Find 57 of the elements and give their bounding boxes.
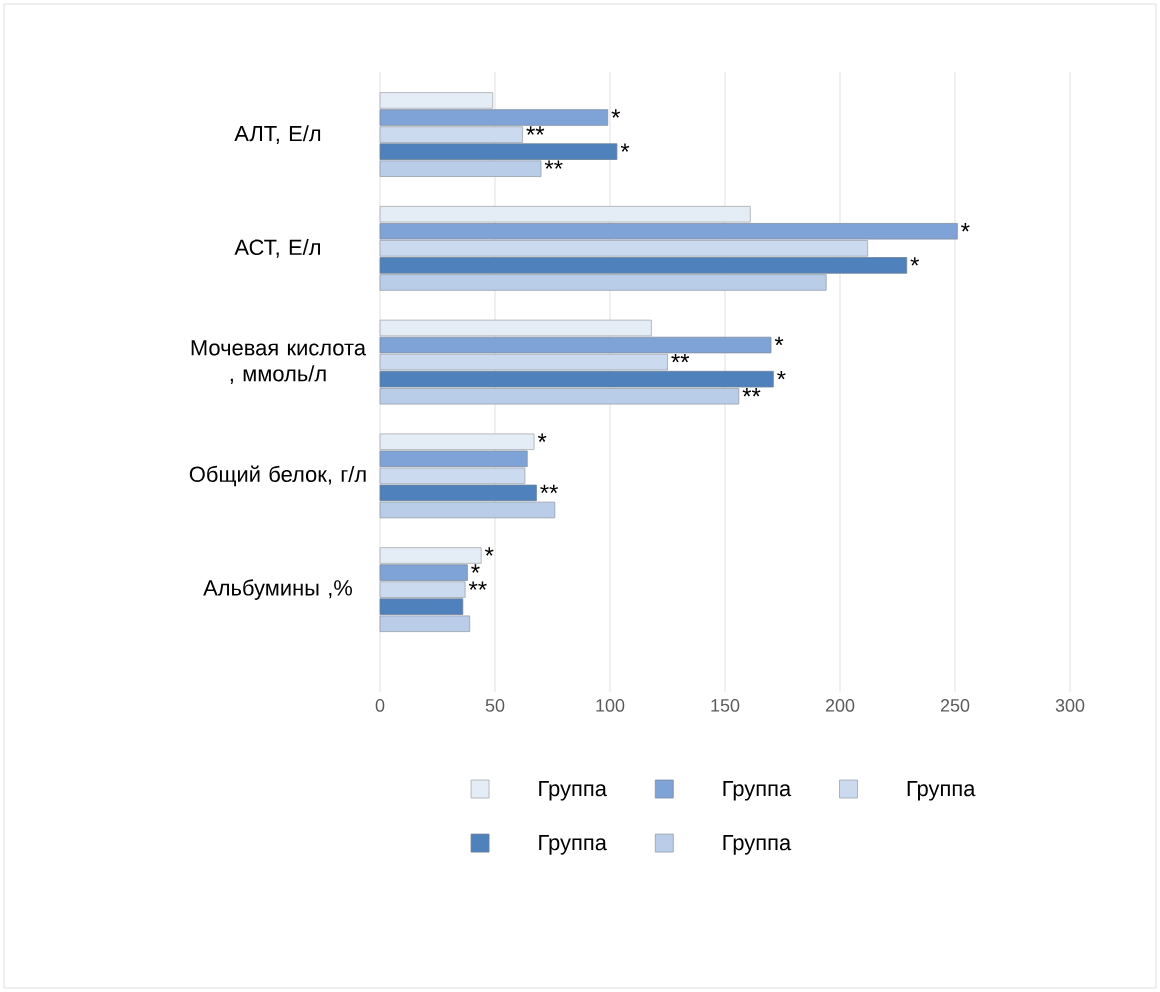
y-tick-label: АСТ, Е/л bbox=[234, 239, 320, 258]
bar bbox=[379, 387, 740, 405]
bar bbox=[379, 143, 618, 160]
bar bbox=[379, 370, 774, 388]
y-tick-label: Альбумины ,% bbox=[203, 579, 353, 600]
data-label: ** bbox=[540, 484, 559, 494]
legend-label: Группа bbox=[907, 780, 976, 801]
data-label: * bbox=[774, 336, 784, 346]
bar bbox=[379, 501, 556, 519]
bar bbox=[379, 450, 528, 468]
bar bbox=[379, 319, 652, 337]
x-tick-label: 100 bbox=[596, 699, 625, 712]
bar bbox=[379, 240, 869, 257]
bar bbox=[379, 160, 542, 177]
bar bbox=[379, 257, 908, 274]
data-label: ** bbox=[742, 388, 761, 397]
bar bbox=[379, 223, 958, 240]
bar bbox=[379, 564, 468, 581]
y-tick-label: Мочевая кислота , ммоль/л bbox=[191, 340, 367, 384]
bar bbox=[379, 126, 523, 143]
bar bbox=[379, 92, 494, 109]
data-label: ** bbox=[526, 126, 545, 135]
legend-label: Группа bbox=[539, 780, 607, 801]
bar bbox=[379, 467, 526, 485]
data-label: * bbox=[777, 370, 786, 380]
legend-label: Группа bbox=[723, 835, 792, 855]
data-label: * bbox=[910, 257, 920, 266]
x-tick-label: 250 bbox=[940, 699, 970, 712]
x-tick-label: 200 bbox=[825, 699, 855, 712]
bar bbox=[379, 547, 482, 564]
y-tick-label: АЛТ, Е/л bbox=[234, 125, 321, 144]
data-label: * bbox=[611, 109, 621, 118]
data-label: * bbox=[537, 433, 547, 442]
data-label: ** bbox=[544, 160, 563, 169]
data-label: * bbox=[471, 564, 480, 573]
bar bbox=[379, 109, 609, 126]
x-tick-label: 50 bbox=[485, 699, 505, 712]
x-tick-label: 0 bbox=[375, 699, 385, 712]
legend-label: Группа bbox=[723, 780, 792, 801]
y-tick-label: Общий белок, г/л bbox=[189, 465, 366, 487]
bar bbox=[379, 484, 537, 502]
data-label: * bbox=[484, 547, 494, 556]
bar bbox=[379, 274, 827, 291]
legend-label: Группа bbox=[539, 835, 607, 855]
data-label: ** bbox=[468, 581, 487, 590]
bar bbox=[379, 598, 464, 615]
bar bbox=[379, 615, 471, 632]
bar bbox=[379, 336, 772, 354]
data-label: * bbox=[620, 143, 630, 152]
bar bbox=[379, 581, 466, 598]
x-tick-label: 300 bbox=[1055, 699, 1085, 712]
data-label: ** bbox=[671, 353, 690, 363]
bar bbox=[379, 353, 668, 371]
bar bbox=[379, 205, 751, 223]
x-tick-label: 150 bbox=[711, 699, 740, 712]
bar bbox=[379, 433, 535, 450]
data-label: * bbox=[961, 223, 970, 232]
